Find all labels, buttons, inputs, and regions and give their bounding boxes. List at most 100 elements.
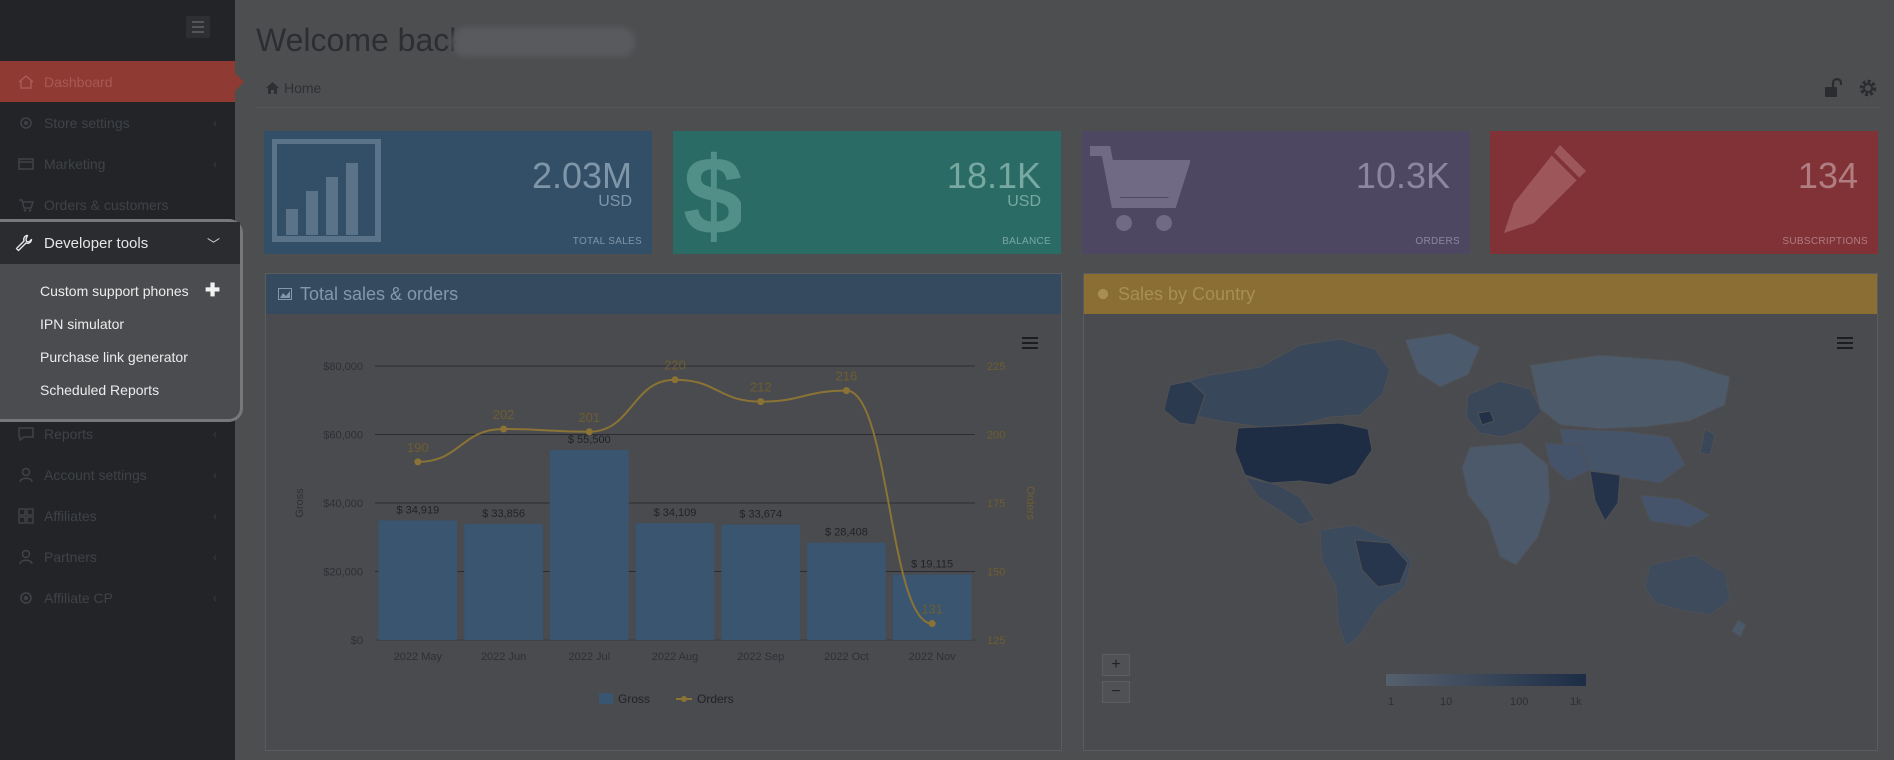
sidebar-item-affiliate-cp[interactable]: Affiliate CP ‹ [0,577,235,618]
orders-point [928,620,936,628]
submenu-custom-support-phones[interactable]: Custom support phones [40,283,189,299]
bar-data-label: $ 55,500 [568,434,611,446]
map-region-japan [1699,428,1716,456]
legend-gradient-bar [1386,674,1586,686]
orders-point [500,425,508,433]
stat-label: SUBSCRIPTIONS [1782,236,1868,247]
world-map[interactable] [1150,325,1750,655]
map-region-europe [1465,380,1543,438]
unlock-icon[interactable] [1822,78,1842,98]
breadcrumb-home-link[interactable]: Home [284,80,322,96]
map-region-australia [1644,554,1731,616]
balance-card[interactable]: $ 18.1K USD BALANCE [673,131,1061,254]
bar-data-label: $ 33,856 [482,508,525,520]
orders-card[interactable]: 10.3K ORDERS [1082,131,1470,254]
map-region-middle-east [1544,442,1591,482]
sidebar-item-label: Marketing [44,155,106,172]
sidebar-toggle-button[interactable] [186,16,210,38]
map-region-new-zealand [1731,619,1747,638]
bar-data-label: $ 19,115 [911,559,953,571]
sidebar-item-label: Affiliates [44,507,97,524]
panel-header: Total sales & orders [266,274,1061,314]
gear-icon [17,590,35,606]
user-name-redacted [452,27,635,57]
sales-orders-chart: $0 $20,000 $40,000 $60,000 $80,000 125 150 175 2… [294,358,1036,706]
sidebar-item-marketing[interactable]: Marketing ‹ [0,143,235,184]
submenu-purchase-link-generator[interactable]: Purchase link generator [40,349,188,365]
chart-menu-button[interactable] [1022,337,1038,351]
developer-tools-menu: Developer tools ﹀ Custom support phones … [0,219,243,422]
settings-gear-icon[interactable] [1858,78,1878,98]
y-axis-tick-label: $40,000 [323,498,363,510]
legend-tick: 100 [1510,696,1528,708]
panel-title: Total sales & orders [300,283,459,304]
pencil-icon [1504,145,1586,233]
sales-orders-panel: Total sales & orders [265,273,1062,751]
sidebar-item-orders-customers[interactable]: Orders & customers [0,184,235,225]
cart-icon [1090,146,1190,231]
dollar-icon: $ [683,139,741,249]
legend-tick: 1 [1388,696,1394,708]
map-color-legend: 1 10 100 1k [1386,674,1586,708]
orders-point [671,376,679,384]
sidebar-item-reports[interactable]: Reports ‹ [0,413,235,454]
user-icon [17,467,35,483]
chevron-left-icon: ‹ [213,467,217,482]
stat-value: 2.03M [531,155,632,196]
x-axis-tick-label: 2022 Aug [652,651,699,663]
x-axis-tick-label: 2022 Sep [737,651,784,663]
chart-bar [721,524,801,640]
map-zoom-out-button[interactable]: − [1102,681,1130,703]
y-axis-tick-label: $0 [351,635,363,647]
orders-point [757,398,765,406]
stat-value: 134 [1797,155,1858,196]
map-region-alaska [1163,380,1206,426]
sidebar-item-label: Partners [44,548,97,565]
y-right-axis-tick-label: 175 [987,498,1005,510]
stat-label: ORDERS [1415,236,1460,247]
cart-icon [17,197,35,213]
bar-chart-icon [272,139,381,242]
legend-tick: 1k [1570,696,1582,708]
subscriptions-card[interactable]: 134 SUBSCRIPTIONS [1490,131,1878,254]
orders-point [414,458,422,466]
x-axis-tick-label: 2022 Jul [568,651,610,663]
bar-data-label: $ 34,919 [396,504,439,516]
sidebar-item-dashboard[interactable]: Dashboard [0,61,244,102]
bar-data-label: $ 28,408 [825,527,868,539]
panel-title: Sales by Country [1118,283,1256,304]
home-icon [266,82,279,94]
x-axis-tick-label: 2022 May [394,651,443,663]
y-right-axis-tick-label: 125 [987,635,1005,647]
reports-icon [17,426,35,442]
stat-label: TOTAL SALES [572,236,642,247]
map-region-uk [1477,410,1495,426]
sidebar-item-affiliates[interactable]: Affiliates ‹ [0,495,235,536]
orders-data-label: 201 [578,410,600,425]
map-menu-button[interactable] [1837,337,1853,351]
total-sales-card[interactable]: 2.03M USD TOTAL SALES [264,131,652,254]
sidebar-item-developer-tools[interactable]: Developer tools ﹀ [0,222,240,264]
x-axis-tick-label: 2022 Oct [824,651,869,663]
y-axis-tick-label: $20,000 [323,567,363,579]
sidebar-item-store-settings[interactable]: Store settings ‹ [0,102,235,143]
sidebar-item-partners[interactable]: Partners ‹ [0,536,235,577]
map-region-russia [1529,354,1731,430]
sidebar-item-label: Reports [44,425,94,442]
stat-value: 10.3K [1355,155,1450,196]
map-region-canada [1167,338,1391,428]
sidebar-item-label: Account settings [44,466,147,483]
chart-bar [807,542,886,640]
bar-data-label: $ 33,674 [739,509,782,521]
submenu-ipn-simulator[interactable]: IPN simulator [40,316,125,332]
add-icon[interactable]: ✚ [205,280,221,300]
chart-bar [549,449,629,640]
map-zoom-in-button[interactable]: + [1102,654,1130,676]
submenu-scheduled-reports[interactable]: Scheduled Reports [40,382,160,398]
home-icon [17,74,35,90]
chevron-left-icon: ‹ [213,115,217,130]
orders-data-label: 220 [664,358,686,373]
chart-bar [635,523,715,640]
sidebar-item-account-settings[interactable]: Account settings ‹ [0,454,235,495]
chevron-left-icon: ‹ [213,508,217,523]
